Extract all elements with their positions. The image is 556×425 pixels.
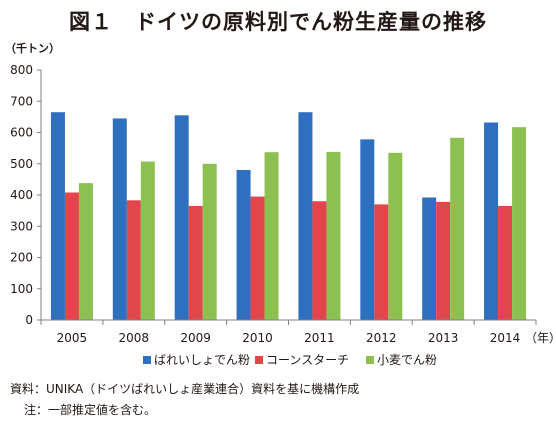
- bar: [264, 152, 279, 320]
- bar: [436, 201, 451, 320]
- y-tick-label: 700: [10, 94, 33, 108]
- bar: [512, 127, 527, 320]
- y-unit-label: （千トン）: [5, 41, 60, 55]
- y-tick-label: 300: [10, 219, 33, 233]
- bar: [174, 115, 189, 320]
- bar: [50, 112, 65, 320]
- y-tick-label: 500: [10, 157, 33, 171]
- bar: [112, 118, 127, 320]
- source-note: 資料：UNIKA（ドイツばれいしょ産業連合）資料を基に機構作成: [10, 382, 360, 396]
- bar: [388, 152, 403, 320]
- y-tick-label: 100: [10, 282, 33, 296]
- bar: [422, 197, 437, 320]
- x-tick-label: 2005: [57, 331, 88, 345]
- bar: [298, 112, 313, 320]
- x-unit-label: （年）: [525, 331, 556, 345]
- x-tick-label: 2011: [304, 331, 335, 345]
- bar: [498, 205, 513, 320]
- bar: [450, 137, 465, 320]
- footnote: 注：一部推定値を含む。: [24, 403, 157, 417]
- bar: [202, 163, 217, 320]
- y-tick-label: 800: [10, 63, 33, 77]
- bar: [140, 161, 155, 320]
- legend-label: 小麦でん粉: [377, 353, 437, 367]
- x-tick-label: 2009: [180, 331, 211, 345]
- y-tick-label: 200: [10, 251, 33, 265]
- legend-label: コーンスターチ: [266, 353, 349, 367]
- bar: [126, 200, 141, 320]
- x-tick-label: 2012: [366, 331, 397, 345]
- x-tick-label: 2010: [242, 331, 273, 345]
- bar: [326, 151, 341, 320]
- bars-group: [50, 112, 527, 320]
- legend-swatch: [366, 356, 374, 364]
- bar: [78, 183, 93, 320]
- bar: [312, 201, 327, 320]
- bar: [64, 192, 79, 320]
- x-axis: 2005 2008 2009 2010 2011 2012 2013 2014: [40, 319, 537, 345]
- bar: [484, 122, 499, 320]
- y-axis: 0 100 200 300 400 500 600 700 800: [10, 63, 42, 327]
- bar: [374, 204, 389, 320]
- legend: ばれいしょでん粉 コーンスターチ 小麦でん粉: [143, 353, 437, 367]
- bar: [188, 205, 203, 320]
- y-tick-label: 0: [25, 313, 33, 327]
- y-tick-label: 600: [10, 126, 33, 140]
- x-tick-label: 2013: [428, 331, 459, 345]
- x-tick-label: 2008: [119, 331, 150, 345]
- legend-label: ばれいしょでん粉: [154, 353, 250, 367]
- y-tick-label: 400: [10, 188, 33, 202]
- legend-swatch: [143, 356, 151, 364]
- legend-swatch: [255, 356, 263, 364]
- bar: [360, 139, 375, 320]
- bar: [236, 170, 251, 320]
- bar: [250, 196, 265, 320]
- chart-title: 図１ ドイツの原料別でん粉生産量の推移: [69, 10, 487, 34]
- x-tick-label: 2014: [490, 331, 521, 345]
